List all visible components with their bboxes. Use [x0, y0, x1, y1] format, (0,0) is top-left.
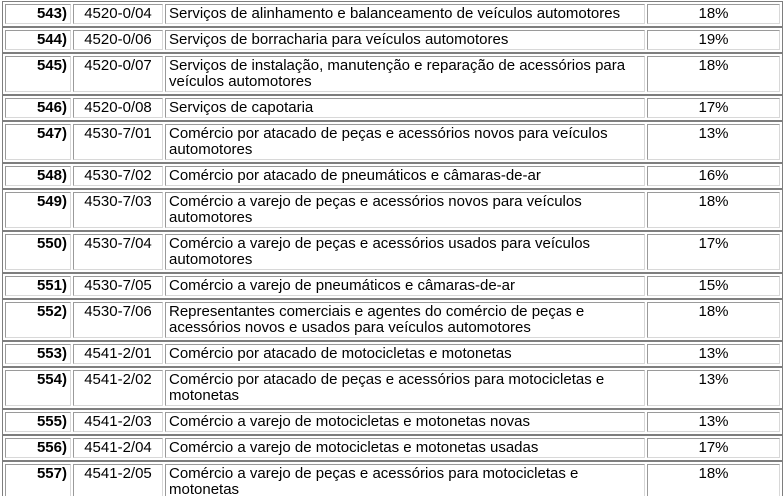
row-number-cell: 557) — [5, 464, 71, 496]
table-row-inner: 556) 4541-2/04 Comércio a varejo de moto… — [5, 438, 780, 458]
rate-percent-cell: 13% — [647, 370, 780, 406]
activity-description-cell: Comércio a varejo de pneumáticos e câmar… — [165, 276, 645, 296]
activity-description-cell: Comércio por atacado de motocicletas e m… — [165, 344, 645, 364]
row-number-cell: 548) — [5, 166, 71, 186]
activity-description-cell: Serviços de alinhamento e balanceamento … — [165, 4, 645, 24]
table-row: 550) 4530-7/04 Comércio a varejo de peça… — [2, 231, 783, 273]
table-row-inner: 554) 4541-2/02 Comércio por atacado de p… — [5, 370, 780, 406]
table-row-inner: 543) 4520-0/04 Serviços de alinhamento e… — [5, 4, 780, 24]
activity-description-cell: Comércio a varejo de peças e acessórios … — [165, 234, 645, 270]
rate-percent-cell: 18% — [647, 464, 780, 496]
row-number-cell: 556) — [5, 438, 71, 458]
table-row: 548) 4530-7/02 Comércio por atacado de p… — [2, 163, 783, 189]
table-row-inner: 553) 4541-2/01 Comércio por atacado de m… — [5, 344, 780, 364]
row-number-cell: 546) — [5, 98, 71, 118]
table-row-inner: 548) 4530-7/02 Comércio por atacado de p… — [5, 166, 780, 186]
cnae-code-cell: 4520-0/07 — [73, 56, 163, 92]
table-row-inner: 547) 4530-7/01 Comércio por atacado de p… — [5, 124, 780, 160]
table-row: 557) 4541-2/05 Comércio a varejo de peça… — [2, 461, 783, 496]
activity-description-cell: Comércio por atacado de peças e acessóri… — [165, 124, 645, 160]
cnae-code-cell: 4530-7/06 — [73, 302, 163, 338]
table-row-inner: 555) 4541-2/03 Comércio a varejo de moto… — [5, 412, 780, 432]
row-number-cell: 553) — [5, 344, 71, 364]
row-number-cell: 544) — [5, 30, 71, 50]
row-number-cell: 552) — [5, 302, 71, 338]
table-row-inner: 544) 4520-0/06 Serviços de borracharia p… — [5, 30, 780, 50]
table-row: 543) 4520-0/04 Serviços de alinhamento e… — [2, 1, 783, 27]
activity-description-cell: Representantes comerciais e agentes do c… — [165, 302, 645, 338]
rate-percent-cell: 19% — [647, 30, 780, 50]
cnae-code-cell: 4541-2/03 — [73, 412, 163, 432]
cnae-code-cell: 4530-7/05 — [73, 276, 163, 296]
table-row-inner: 551) 4530-7/05 Comércio a varejo de pneu… — [5, 276, 780, 296]
rate-percent-cell: 18% — [647, 56, 780, 92]
cnae-code-cell: 4541-2/02 — [73, 370, 163, 406]
activity-description-cell: Serviços de capotaria — [165, 98, 645, 118]
table-row-inner: 557) 4541-2/05 Comércio a varejo de peça… — [5, 464, 780, 496]
cnae-code-cell: 4520-0/06 — [73, 30, 163, 50]
activity-description-cell: Serviços de borracharia para veículos au… — [165, 30, 645, 50]
table-row: 549) 4530-7/03 Comércio a varejo de peça… — [2, 189, 783, 231]
activity-description-cell: Comércio por atacado de pneumáticos e câ… — [165, 166, 645, 186]
rate-percent-cell: 17% — [647, 98, 780, 118]
row-number-cell: 543) — [5, 4, 71, 24]
activity-description-cell: Comércio por atacado de peças e acessóri… — [165, 370, 645, 406]
table-row-inner: 549) 4530-7/03 Comércio a varejo de peça… — [5, 192, 780, 228]
table-row: 555) 4541-2/03 Comércio a varejo de moto… — [2, 409, 783, 435]
cnae-code-cell: 4520-0/04 — [73, 4, 163, 24]
table-row: 544) 4520-0/06 Serviços de borracharia p… — [2, 27, 783, 53]
row-number-cell: 550) — [5, 234, 71, 270]
cnae-code-cell: 4530-7/04 — [73, 234, 163, 270]
cnae-code-cell: 4541-2/04 — [73, 438, 163, 458]
table-row-inner: 546) 4520-0/08 Serviços de capotaria 17% — [5, 98, 780, 118]
cnae-code-cell: 4530-7/01 — [73, 124, 163, 160]
row-number-cell: 551) — [5, 276, 71, 296]
activity-description-cell: Comércio a varejo de motocicletas e moto… — [165, 412, 645, 432]
table-row-inner: 545) 4520-0/07 Serviços de instalação, m… — [5, 56, 780, 92]
row-number-cell: 554) — [5, 370, 71, 406]
rate-percent-cell: 17% — [647, 234, 780, 270]
rate-percent-cell: 13% — [647, 124, 780, 160]
activity-description-cell: Comércio a varejo de motocicletas e moto… — [165, 438, 645, 458]
table-row: 545) 4520-0/07 Serviços de instalação, m… — [2, 53, 783, 95]
table-row: 546) 4520-0/08 Serviços de capotaria 17% — [2, 95, 783, 121]
table-row: 556) 4541-2/04 Comércio a varejo de moto… — [2, 435, 783, 461]
row-number-cell: 547) — [5, 124, 71, 160]
row-number-cell: 549) — [5, 192, 71, 228]
cnae-code-cell: 4520-0/08 — [73, 98, 163, 118]
cnae-code-cell: 4541-2/01 — [73, 344, 163, 364]
cnae-code-cell: 4530-7/03 — [73, 192, 163, 228]
rate-percent-cell: 16% — [647, 166, 780, 186]
cnae-code-cell: 4541-2/05 — [73, 464, 163, 496]
table-row: 552) 4530-7/06 Representantes comerciais… — [2, 299, 783, 341]
table-row: 553) 4541-2/01 Comércio por atacado de m… — [2, 341, 783, 367]
table-row-inner: 550) 4530-7/04 Comércio a varejo de peça… — [5, 234, 780, 270]
rate-percent-cell: 18% — [647, 302, 780, 338]
rate-percent-cell: 15% — [647, 276, 780, 296]
rate-percent-cell: 18% — [647, 4, 780, 24]
table-row: 547) 4530-7/01 Comércio por atacado de p… — [2, 121, 783, 163]
activity-description-cell: Serviços de instalação, manutenção e rep… — [165, 56, 645, 92]
rate-percent-cell: 18% — [647, 192, 780, 228]
table-row: 551) 4530-7/05 Comércio a varejo de pneu… — [2, 273, 783, 299]
rate-percent-cell: 13% — [647, 412, 780, 432]
rate-percent-cell: 17% — [647, 438, 780, 458]
table-row: 554) 4541-2/02 Comércio por atacado de p… — [2, 367, 783, 409]
activity-description-cell: Comércio a varejo de peças e acessórios … — [165, 192, 645, 228]
row-number-cell: 545) — [5, 56, 71, 92]
rate-percent-cell: 13% — [647, 344, 780, 364]
row-number-cell: 555) — [5, 412, 71, 432]
activity-description-cell: Comércio a varejo de peças e acessórios … — [165, 464, 645, 496]
table-row-inner: 552) 4530-7/06 Representantes comerciais… — [5, 302, 780, 338]
cnae-code-cell: 4530-7/02 — [73, 166, 163, 186]
